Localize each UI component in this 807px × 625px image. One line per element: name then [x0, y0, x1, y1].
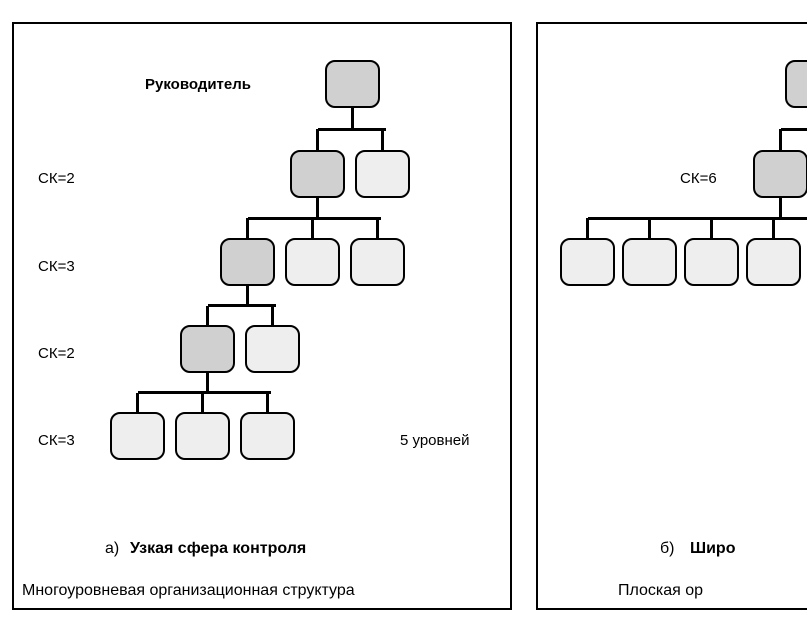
org-node: [622, 238, 677, 286]
connector: [201, 393, 204, 413]
org-node: [350, 238, 405, 286]
connector: [138, 391, 271, 394]
label: б): [660, 540, 675, 558]
connector: [136, 393, 139, 413]
label: 5 уровней: [400, 432, 470, 449]
connector: [648, 218, 651, 238]
connector: [248, 217, 381, 220]
connector: [206, 306, 209, 326]
label: Плоская ор: [618, 582, 703, 600]
connector: [206, 373, 209, 393]
org-node: [180, 325, 235, 373]
org-node: [355, 150, 410, 198]
org-node: [285, 238, 340, 286]
connector: [246, 286, 249, 306]
connector: [208, 304, 276, 307]
connector: [381, 129, 384, 150]
diagram-stage: Руководитель СК=2 СК=3 СК=2 СК=3 5 уровней а) У…: [0, 0, 807, 625]
org-node: [240, 412, 295, 460]
connector: [316, 198, 319, 218]
label: СК=6: [680, 170, 717, 187]
connector: [779, 198, 782, 218]
connector: [586, 218, 589, 238]
connector: [779, 129, 782, 150]
connector: [710, 218, 713, 238]
connector: [271, 306, 274, 326]
connector: [246, 218, 249, 238]
label: СК=2: [38, 170, 75, 187]
org-node: [684, 238, 739, 286]
org-node: [290, 150, 345, 198]
connector: [316, 129, 319, 150]
label: СК=3: [38, 432, 75, 449]
org-node: [245, 325, 300, 373]
label: СК=3: [38, 258, 75, 275]
label: Узкая сфера контроля: [130, 540, 306, 558]
connector: [311, 218, 314, 238]
connector: [266, 393, 269, 413]
label: Широ: [690, 540, 735, 558]
org-node: [110, 412, 165, 460]
connector: [318, 128, 386, 131]
label: Многоуровневая организационная структура: [22, 582, 355, 600]
org-node: [560, 238, 615, 286]
org-node: [325, 60, 380, 108]
connector: [351, 108, 354, 129]
label: Руководитель: [145, 76, 251, 93]
connector: [781, 128, 807, 131]
connector: [376, 218, 379, 238]
label: СК=2: [38, 345, 75, 362]
org-node: [175, 412, 230, 460]
panel-a: [12, 22, 512, 610]
org-node: [753, 150, 807, 198]
connector: [772, 218, 775, 238]
panel-b: [536, 22, 807, 610]
org-node: [220, 238, 275, 286]
org-node: [785, 60, 807, 108]
label: а): [105, 540, 119, 558]
org-node: [746, 238, 801, 286]
